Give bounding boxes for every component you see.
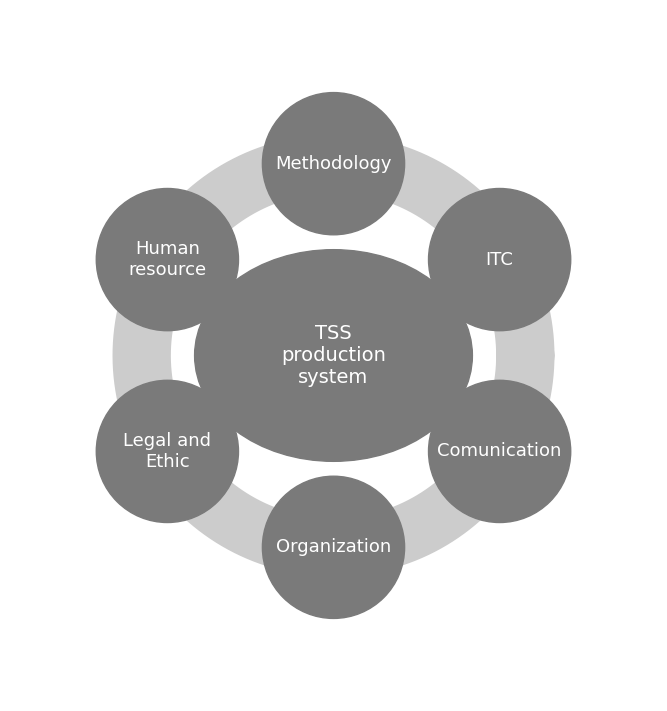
Text: Organization: Organization — [276, 538, 391, 556]
Text: ITC: ITC — [486, 250, 514, 269]
Text: Legal and
Ethic: Legal and Ethic — [123, 432, 211, 471]
Text: Methodology: Methodology — [275, 155, 392, 173]
Ellipse shape — [195, 250, 472, 461]
Circle shape — [262, 92, 405, 235]
Circle shape — [96, 380, 239, 523]
Circle shape — [96, 188, 239, 331]
Circle shape — [428, 380, 571, 523]
Circle shape — [428, 188, 571, 331]
Text: Human
resource: Human resource — [128, 240, 207, 279]
Text: Comunication: Comunication — [438, 442, 562, 461]
Text: TSS
production
system: TSS production system — [281, 324, 386, 387]
Circle shape — [262, 476, 405, 619]
